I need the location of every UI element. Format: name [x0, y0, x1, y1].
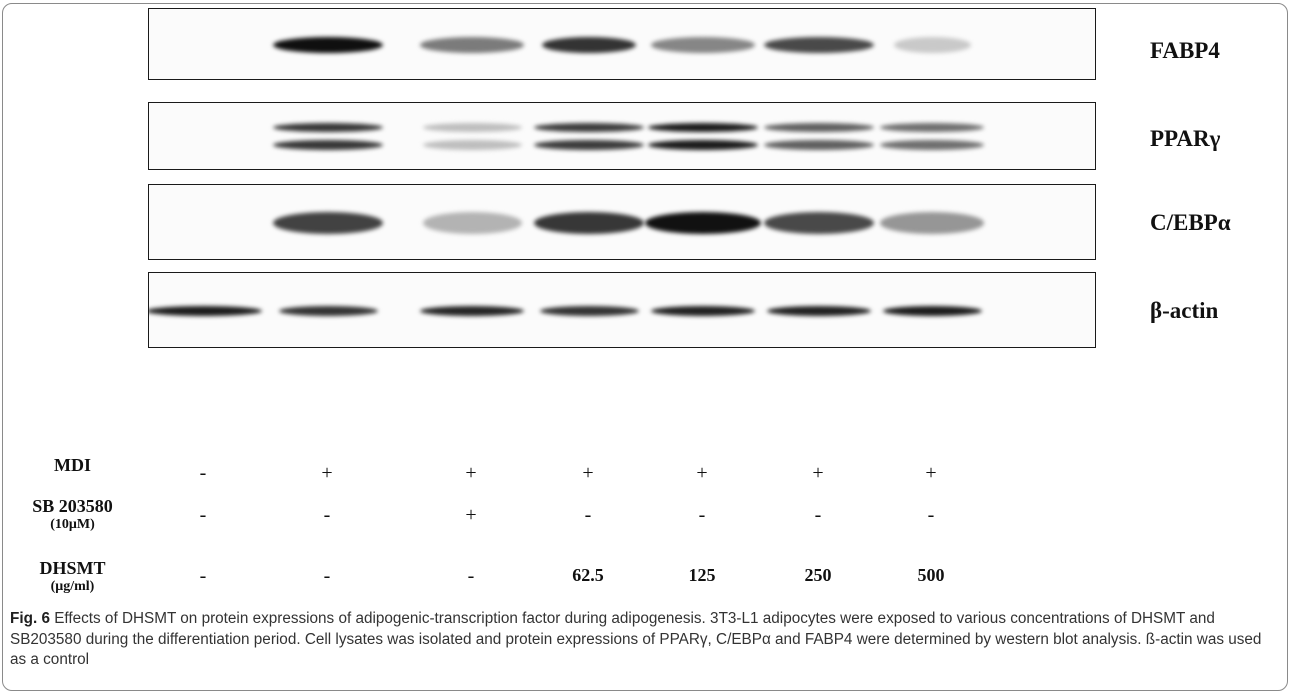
protein-band — [879, 140, 985, 151]
protein-band — [882, 306, 982, 316]
condition-label: DHSMT (μg/ml) — [0, 558, 145, 596]
protein-band — [278, 306, 378, 316]
protein-label: β-actin — [1150, 298, 1219, 323]
blot-panel — [148, 272, 1096, 348]
protein-band — [273, 37, 383, 53]
protein-band — [648, 123, 758, 133]
condition-value: + — [321, 462, 333, 484]
protein-band — [422, 123, 522, 133]
condition-value: - — [467, 565, 475, 587]
condition-value: - — [323, 504, 331, 526]
condition-value: + — [465, 462, 477, 484]
figure-number: Fig. 6 — [10, 610, 50, 627]
protein-band — [650, 306, 756, 316]
condition-value: - — [814, 504, 822, 526]
condition-unit: (μg/ml) — [50, 579, 95, 594]
condition-value: - — [698, 504, 706, 526]
condition-label: SB 203580 (10μM) — [0, 496, 145, 534]
condition-value: - — [323, 565, 331, 587]
protein-band — [764, 37, 874, 53]
protein-band — [645, 212, 761, 234]
protein-band — [766, 306, 872, 316]
condition-value: + — [465, 504, 477, 526]
protein-band — [764, 123, 874, 133]
condition-value: - — [199, 504, 207, 526]
condition-name: MDI — [54, 455, 91, 475]
protein-band — [273, 123, 383, 133]
figure-caption: Fig. 6 Effects of DHSMT on protein expre… — [10, 609, 1270, 671]
condition-value: + — [925, 462, 937, 484]
caption-text: Effects of DHSMT on protein expressions … — [10, 610, 1262, 668]
condition-value: - — [584, 504, 592, 526]
blot-panel — [148, 8, 1096, 80]
condition-value: 250 — [804, 565, 832, 585]
blot-panel — [148, 102, 1096, 170]
protein-band — [422, 212, 522, 234]
condition-value: + — [812, 462, 824, 484]
protein-band — [273, 212, 383, 234]
protein-band — [539, 306, 639, 316]
protein-band — [419, 306, 525, 316]
condition-value: - — [199, 462, 207, 484]
condition-value: 62.5 — [572, 565, 604, 585]
protein-band — [534, 212, 644, 234]
condition-name: SB 203580 — [32, 496, 113, 516]
protein-band — [419, 37, 525, 53]
condition-label: MDI — [0, 455, 145, 475]
blot-panel — [148, 184, 1096, 260]
condition-value: 125 — [688, 565, 716, 585]
condition-value: + — [696, 462, 708, 484]
protein-band — [879, 123, 985, 133]
protein-label: C/EBPα — [1150, 210, 1231, 235]
protein-band — [650, 37, 756, 53]
protein-band — [879, 212, 985, 234]
protein-band — [542, 37, 636, 53]
protein-band — [534, 140, 644, 151]
condition-unit: (10μM) — [50, 517, 95, 532]
protein-band — [534, 123, 644, 133]
condition-value: + — [582, 462, 594, 484]
condition-value: 500 — [917, 565, 945, 585]
protein-band — [893, 37, 971, 53]
condition-value: - — [927, 504, 935, 526]
protein-band — [149, 306, 262, 316]
condition-value: - — [199, 565, 207, 587]
protein-band — [422, 140, 522, 151]
protein-label: PPARγ — [1150, 126, 1221, 151]
protein-band — [648, 140, 758, 151]
protein-band — [764, 212, 874, 234]
protein-band — [764, 140, 874, 151]
protein-band — [273, 140, 383, 151]
protein-label: FABP4 — [1150, 38, 1220, 63]
condition-name: DHSMT — [39, 558, 106, 578]
